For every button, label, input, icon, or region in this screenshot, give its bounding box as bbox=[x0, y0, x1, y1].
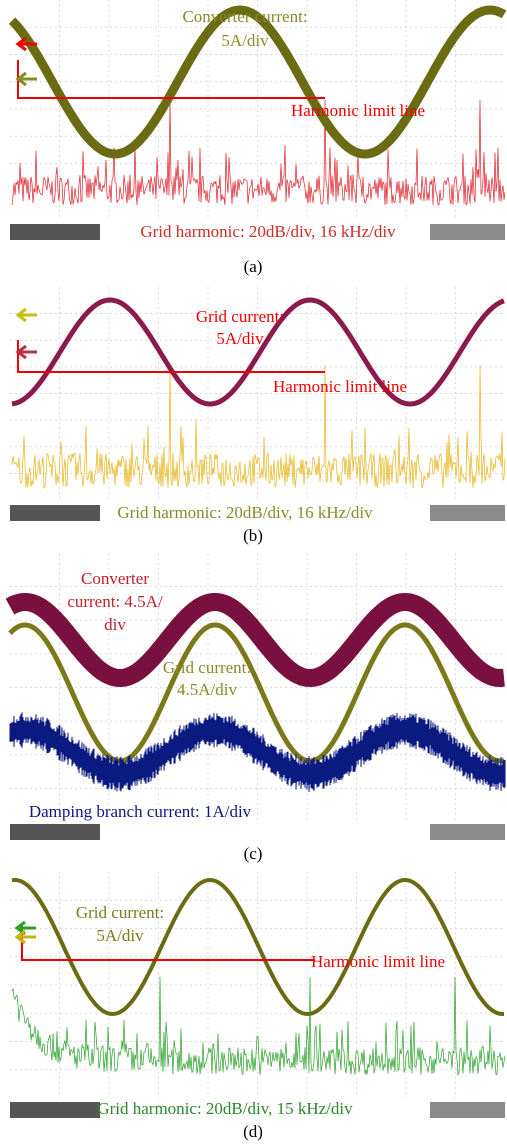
annotation: 5A/div bbox=[216, 329, 264, 348]
annotation: 5A/div bbox=[96, 926, 144, 945]
annotation: Grid harmonic: 20dB/div, 16 kHz/div bbox=[117, 503, 373, 522]
annotation: Harmonic limit line bbox=[273, 377, 407, 396]
annotation: Converter bbox=[81, 569, 149, 588]
status-bar bbox=[10, 505, 100, 521]
status-bar bbox=[430, 1102, 505, 1118]
arrow bbox=[17, 931, 36, 943]
caption: (c) bbox=[244, 844, 263, 863]
annotation: Damping branch current: 1A/div bbox=[29, 802, 252, 821]
status-bar bbox=[10, 824, 100, 840]
caption: (a) bbox=[244, 257, 263, 276]
figure: Converter current: 5A/div Harmonic limit l… bbox=[0, 0, 507, 1146]
annotation: current: 4.5A/ bbox=[67, 592, 163, 611]
annotation: Grid current: bbox=[163, 658, 251, 677]
spectrum bbox=[12, 366, 505, 489]
status-bar bbox=[10, 1102, 100, 1118]
annotation: Grid harmonic: 20dB/div, 16 kHz/div bbox=[140, 222, 396, 241]
arrow bbox=[18, 309, 37, 321]
caption: (b) bbox=[243, 526, 263, 545]
spectrum bbox=[12, 100, 505, 205]
annotation: Harmonic limit line bbox=[291, 101, 425, 120]
annotation: Grid harmonic: 20dB/div, 15 kHz/div bbox=[97, 1099, 353, 1118]
annotation: Harmonic limit line bbox=[311, 952, 445, 971]
annotation: Grid current: bbox=[196, 307, 284, 326]
annotation: Grid current: bbox=[76, 903, 164, 922]
annotation: Converter current: bbox=[182, 7, 307, 26]
status-bar bbox=[430, 224, 505, 240]
waveform bbox=[10, 602, 504, 678]
arrow bbox=[18, 346, 37, 358]
status-bar bbox=[430, 505, 505, 521]
status-bar bbox=[430, 824, 505, 840]
annotation: 5A/div bbox=[221, 31, 269, 50]
annotation: 4.5A/div bbox=[177, 680, 237, 699]
caption: (d) bbox=[243, 1122, 263, 1141]
arrow bbox=[18, 73, 37, 85]
arrow bbox=[17, 922, 36, 934]
annotation: div bbox=[104, 615, 126, 634]
status-bar bbox=[10, 224, 100, 240]
